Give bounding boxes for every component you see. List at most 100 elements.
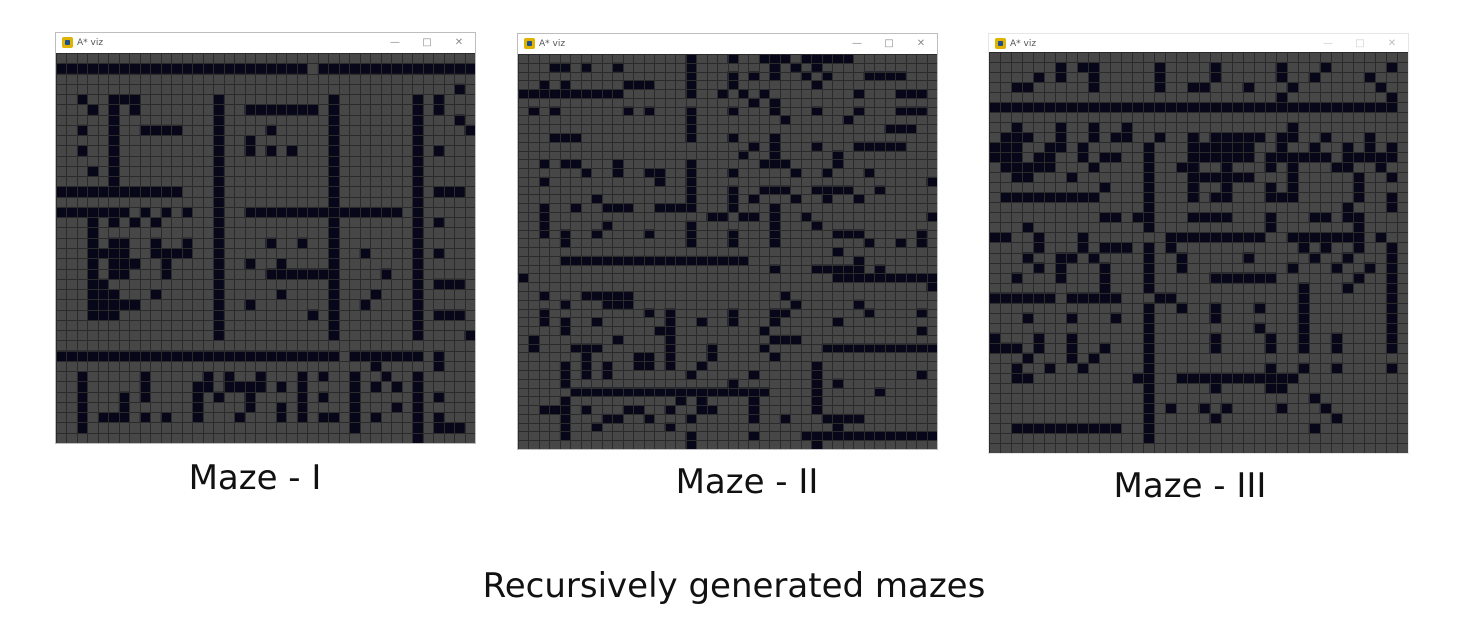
maze-wall-cell	[118, 268, 130, 280]
maze-wall-cell	[1352, 152, 1365, 163]
maze-wall-cell	[1143, 242, 1155, 253]
maze-wall-cell	[1088, 252, 1100, 263]
maze-wall-cell	[1220, 102, 1232, 113]
maze-wall-cell	[1143, 262, 1155, 273]
maze-wall-cell	[213, 237, 224, 249]
maze-wall-cell	[1143, 172, 1155, 183]
maze-wall-cell	[76, 371, 88, 382]
maze-wall-cell	[1143, 402, 1155, 414]
pygame-icon	[995, 38, 1006, 49]
maze-wall-cell	[1011, 342, 1023, 354]
maze-wall-cell	[1341, 212, 1354, 223]
maze-wall-cell	[811, 141, 823, 151]
maze-wall-cell	[118, 412, 130, 423]
maze-wall-cell	[685, 168, 697, 178]
maze-wall-cell	[433, 278, 444, 290]
maze-wall-cell	[87, 268, 99, 280]
maze-wall-cell	[727, 71, 739, 81]
maze-wall-cell	[1088, 122, 1100, 133]
maze-wall-cell	[769, 352, 781, 362]
maze-wall-cell	[580, 291, 592, 301]
maze-wall-cell	[748, 387, 760, 397]
maze-wall-cell	[349, 381, 361, 392]
maze-wall-cell	[433, 248, 444, 259]
maze-wall-cell	[591, 387, 603, 397]
maze-wall-cell	[905, 343, 917, 353]
maze-wall-cell	[97, 289, 109, 300]
close-button[interactable]: ✕	[916, 38, 926, 49]
maze-wall-cell	[1099, 102, 1111, 113]
maze-wall-cell	[412, 412, 423, 423]
maze-wall-cell	[328, 104, 340, 115]
maze-wall-cell	[181, 248, 193, 259]
minimize-button[interactable]: —	[390, 37, 400, 48]
maximize-button[interactable]: □	[884, 38, 894, 49]
maze-wall-cell	[1187, 232, 1199, 243]
maze-wall-cell	[150, 63, 162, 74]
maze-wall-cell	[1242, 172, 1254, 183]
maze-wall-cell	[97, 186, 109, 197]
maze-wall-cell	[1099, 292, 1111, 303]
maze-wall-cell	[1143, 412, 1155, 424]
maze-wall-cell	[1077, 362, 1089, 374]
maze-wall-cell	[1187, 182, 1199, 193]
maze-wall-cell	[769, 106, 781, 116]
maze-wall-cell	[1286, 152, 1299, 163]
maze-wall-cell	[1143, 432, 1155, 444]
maze-wall-cell	[1011, 132, 1023, 143]
maze-wall-cell	[549, 405, 561, 415]
maximize-button[interactable]: □	[422, 37, 432, 48]
window-title: A* viz	[77, 38, 104, 48]
maze-wall-cell	[1077, 62, 1089, 73]
maze-wall-cell	[265, 268, 277, 280]
maze-wall-cell	[1385, 302, 1398, 313]
maze-wall-cell	[255, 206, 266, 218]
maze-wall-cell	[1187, 82, 1199, 93]
maze-wall-cell	[591, 194, 603, 204]
maze-wall-cell	[66, 186, 78, 197]
maze-wall-cell	[1011, 422, 1023, 434]
maze-wall-cell	[633, 352, 644, 362]
maze-wall-cell	[1341, 282, 1354, 293]
maze-wall-cell	[391, 401, 402, 413]
maze-wall-cell	[1286, 122, 1299, 133]
maze-wall-cell	[296, 401, 308, 413]
maze-wall-cell	[874, 185, 885, 195]
maze-wall-cell	[1088, 82, 1100, 93]
maze-wall-cell	[601, 299, 613, 309]
maze-wall-cell	[328, 289, 340, 300]
maze-wall-cell	[643, 361, 655, 371]
maze-wall-cell	[1099, 212, 1111, 223]
maze-wall-cell	[779, 334, 791, 344]
maze-wall-cell	[989, 152, 1001, 163]
maze-wall-cell	[328, 237, 340, 249]
maze-wall-cell	[108, 114, 120, 126]
minimize-button[interactable]: —	[1323, 38, 1333, 49]
maze-wall-cell	[1011, 292, 1023, 303]
maze-wall-cell	[1275, 62, 1288, 73]
maze-wall-cell	[601, 255, 613, 265]
maze-wall-cell	[160, 412, 172, 423]
close-button[interactable]: ✕	[1387, 38, 1397, 49]
maze-wall-cell	[863, 431, 875, 441]
minimize-button[interactable]: —	[852, 38, 862, 49]
maze-wall-cell	[1275, 132, 1288, 143]
maximize-button[interactable]: □	[1355, 38, 1365, 49]
maze-wall-cell	[412, 432, 423, 443]
maze-wall-cell	[118, 299, 130, 310]
maze-wall-cell	[832, 150, 844, 160]
maze-wall-cell	[76, 145, 88, 156]
maze-wall-cell	[139, 391, 151, 403]
maze-wall-cell	[1198, 402, 1210, 414]
maze-wall-cell	[1011, 82, 1023, 93]
maze-wall-cell	[989, 232, 1001, 243]
maze-wall-cell	[328, 186, 340, 197]
maze-wall-cell	[1055, 142, 1067, 153]
maze-wall-cell	[1143, 382, 1155, 394]
maze-wall-cell	[1077, 102, 1089, 113]
maze-wall-cell	[160, 63, 172, 74]
maze-wall-cell	[223, 350, 235, 362]
close-button[interactable]: ✕	[454, 37, 464, 48]
maze-wall-cell	[1308, 422, 1321, 434]
maze-wall-cell	[1099, 242, 1111, 253]
